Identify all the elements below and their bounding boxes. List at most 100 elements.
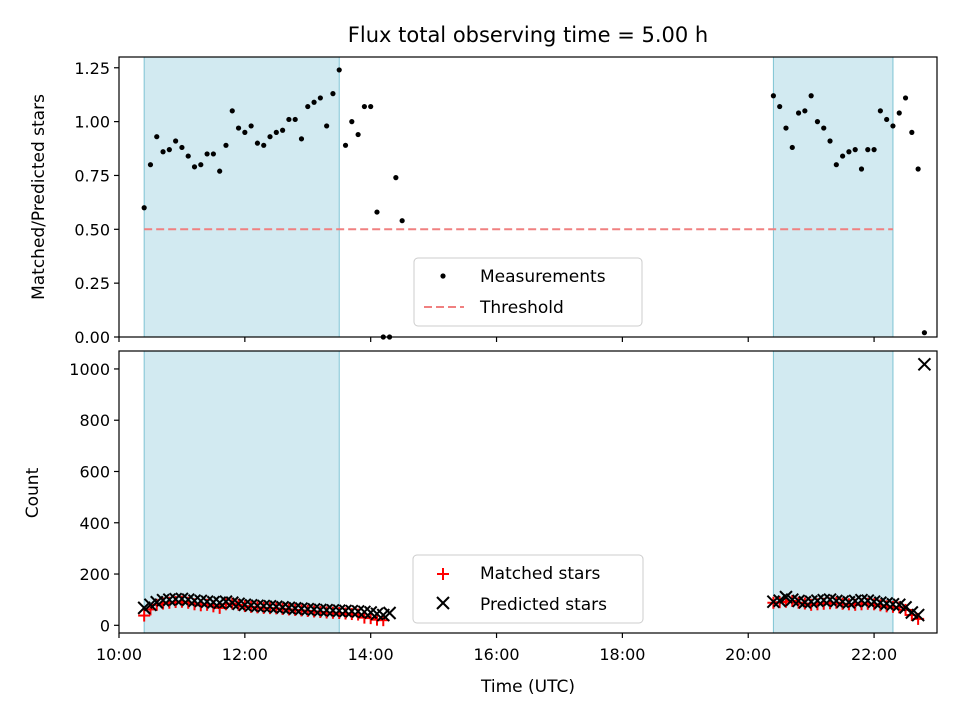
measurement-point [858, 166, 865, 172]
bottom-panel-y-ticks: 0 200 400 600 800 1000 [69, 360, 119, 635]
measurement-point [280, 127, 286, 133]
measurement-point [909, 129, 915, 135]
predicted-star-point [319, 603, 334, 617]
top-y-tick-label: 0.75 [74, 166, 110, 185]
bottom-panel-legend: Matched stars Predicted stars [412, 554, 644, 624]
measurement-point [191, 164, 198, 170]
legend-predicted-label: Predicted stars [480, 595, 607, 615]
top-y-tick-label: 1.25 [74, 59, 110, 78]
x-tick-label: 10:00 [96, 645, 142, 664]
measurement-point [902, 95, 909, 101]
measurement-point [871, 147, 877, 153]
predicted-star-point [345, 604, 359, 618]
bottom-shaded-interval [143, 350, 340, 634]
predicted-star-point [332, 603, 346, 618]
measurement-point [185, 153, 191, 159]
measurement-point [374, 209, 380, 215]
measurement-point [355, 131, 361, 138]
predicted-star-point [382, 606, 397, 620]
legend-matched-marker [437, 568, 449, 580]
measurement-point [789, 144, 795, 151]
predicted-star-point [326, 603, 340, 618]
measurement-point [361, 103, 367, 110]
top-panel-shaded-intervals [143, 56, 894, 338]
predicted-star-point [187, 593, 202, 608]
matched-star-point [150, 598, 163, 611]
measurement-point [399, 218, 405, 224]
top-y-tick-label: 0.25 [74, 274, 110, 293]
predicted-star-point [338, 604, 353, 618]
top-legend-frame [413, 257, 643, 327]
legend-predicted-marker [436, 596, 450, 610]
top-panel-marks [141, 67, 928, 340]
predicted-star-point [288, 601, 302, 616]
measurement-point [154, 134, 160, 140]
bottom-panel-marks [137, 357, 932, 627]
x-tick-label: 22:00 [851, 645, 897, 664]
measurement-point [292, 116, 298, 123]
top-y-tick-label: 1.00 [74, 113, 110, 132]
measurement-point [160, 149, 166, 155]
measurement-point [840, 153, 846, 159]
measurement-point [298, 136, 305, 142]
matched-star-point [905, 609, 918, 622]
bottom-y-tick-label: 1000 [69, 360, 110, 379]
measurement-point [166, 147, 172, 153]
top-shaded-interval [143, 56, 340, 338]
measurement-point [147, 162, 154, 168]
measurement-point [368, 103, 374, 110]
measurement-point [833, 162, 839, 168]
measurement-point [808, 93, 814, 99]
measurement-point [210, 151, 216, 157]
measurement-point [223, 142, 229, 148]
measurement-point [890, 123, 896, 129]
measurement-point [852, 147, 858, 153]
x-tick-label: 18:00 [599, 645, 645, 664]
bottom-panel: 0 200 400 600 800 1000 10:00 12:00 14:00 16:00 18… [23, 350, 938, 697]
matched-star-point [364, 612, 377, 625]
measurement-point [342, 142, 349, 148]
measurement-point [229, 108, 235, 114]
legend-measurements-label: Measurements [480, 267, 606, 287]
bottom-panel-frame [118, 350, 938, 634]
measurement-point [217, 168, 223, 174]
legend-matched-label: Matched stars [480, 564, 600, 584]
bottom-y-tick-label: 0 [100, 616, 110, 635]
measurement-point [141, 205, 147, 211]
measurement-point [915, 166, 921, 172]
measurement-point [777, 103, 783, 110]
measurement-point [921, 330, 928, 336]
measurement-point [330, 91, 336, 97]
measurement-point [305, 103, 311, 110]
measurement-point [311, 99, 317, 105]
bottom-shaded-interval [772, 350, 894, 634]
measurement-point [770, 93, 777, 99]
x-tick-label: 12:00 [222, 645, 268, 664]
measurement-point [865, 147, 871, 153]
measurement-point [254, 140, 261, 146]
measurement-point [267, 134, 273, 140]
x-tick-label: 16:00 [473, 645, 519, 664]
measurement-point [242, 129, 248, 135]
x-tick-label: 20:00 [725, 645, 771, 664]
legend-threshold-label: Threshold [479, 298, 564, 318]
top-panel-x-ticks [118, 337, 875, 342]
measurement-point [884, 116, 890, 123]
measurement-point [173, 138, 179, 144]
measurement-point [827, 138, 833, 144]
measurement-point [198, 162, 204, 168]
measurement-point [795, 110, 802, 116]
bottom-panel-x-ticks: 10:00 12:00 14:00 16:00 18:00 20:00 22:00 [96, 633, 897, 664]
top-panel-y-ticks: 0.00 0.25 0.50 0.75 1.00 1.25 [74, 59, 119, 347]
measurement-point [821, 125, 827, 131]
bottom-y-tick-label: 200 [79, 565, 110, 584]
bottom-y-tick-label: 800 [79, 411, 110, 430]
measurement-point [261, 142, 267, 148]
measurement-point [802, 108, 808, 114]
measurement-point [783, 125, 789, 131]
top-y-tick-label: 0.00 [74, 328, 110, 347]
measurement-point [235, 125, 242, 131]
measurement-point [896, 110, 902, 116]
predicted-star-point [250, 599, 265, 613]
